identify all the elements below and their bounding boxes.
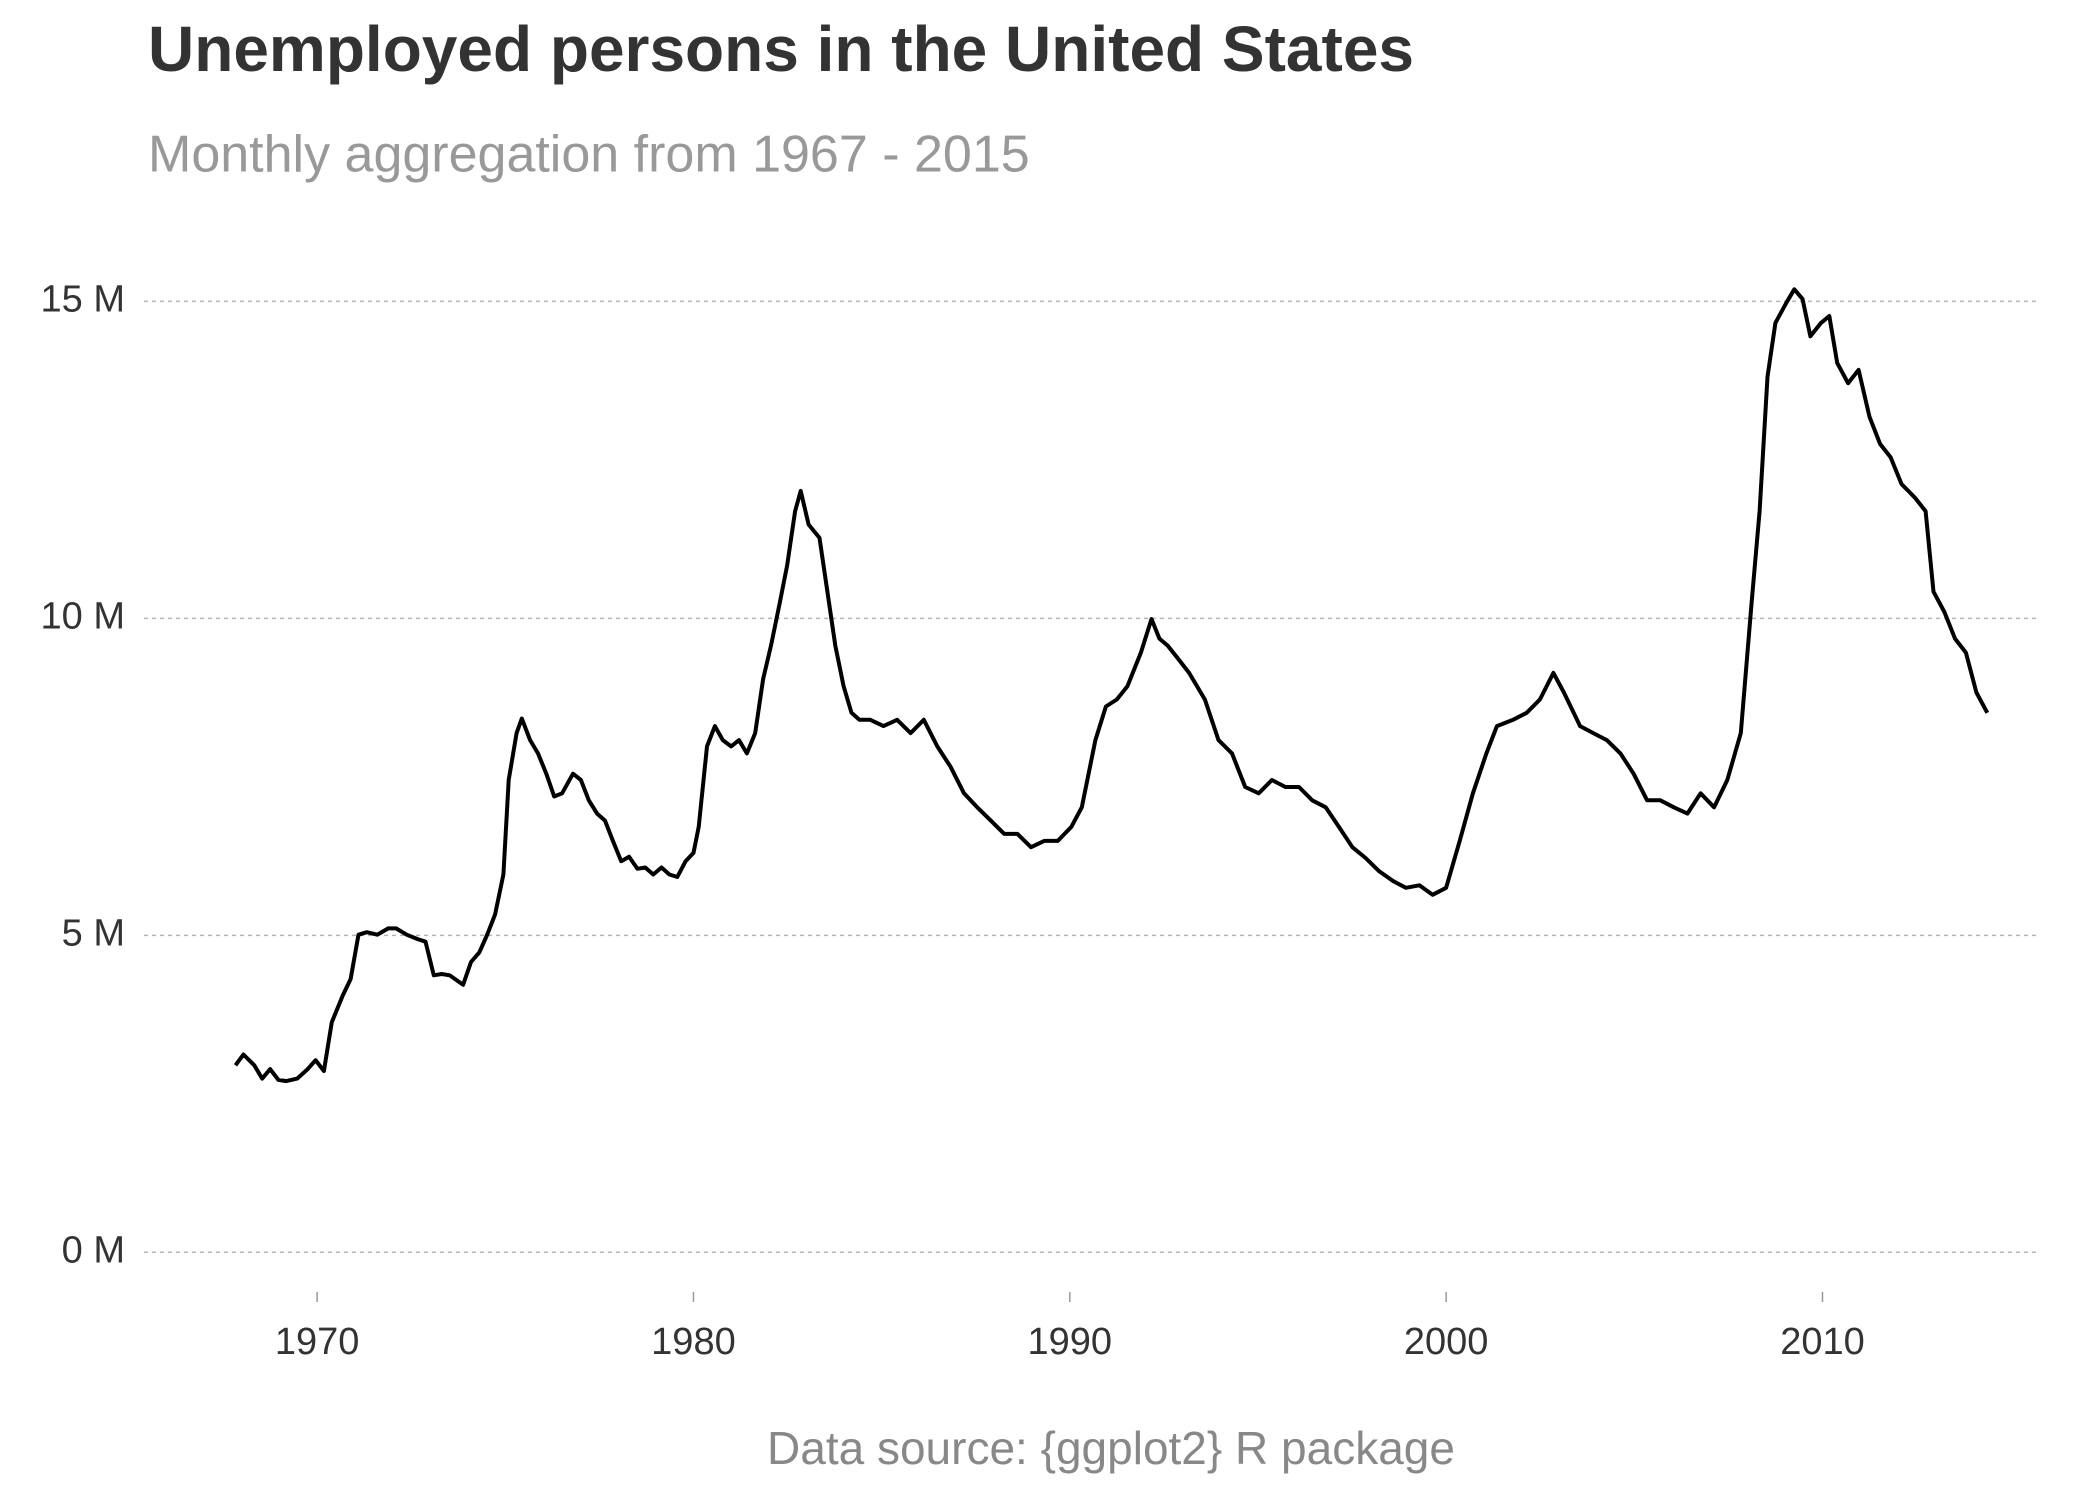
chart-title: Unemployed persons in the United States: [148, 13, 1414, 85]
x-tick-label: 2000: [1404, 1321, 1489, 1363]
x-tick-label: 2010: [1780, 1321, 1865, 1363]
caption: Data source: {ggplot2} R package: [767, 1422, 1455, 1474]
x-tick-label: 1970: [275, 1321, 360, 1363]
x-tick-label: 1990: [1028, 1321, 1113, 1363]
y-tick-label: 0 M: [62, 1229, 125, 1271]
chart-subtitle: Monthly aggregation from 1967 - 2015: [148, 126, 1030, 184]
x-tick-label: 1980: [651, 1321, 736, 1363]
data-line: [233, 287, 1990, 1084]
y-tick-label: 5 M: [62, 912, 125, 954]
y-tick-label: 10 M: [41, 595, 125, 637]
y-tick-label: 15 M: [41, 278, 125, 320]
